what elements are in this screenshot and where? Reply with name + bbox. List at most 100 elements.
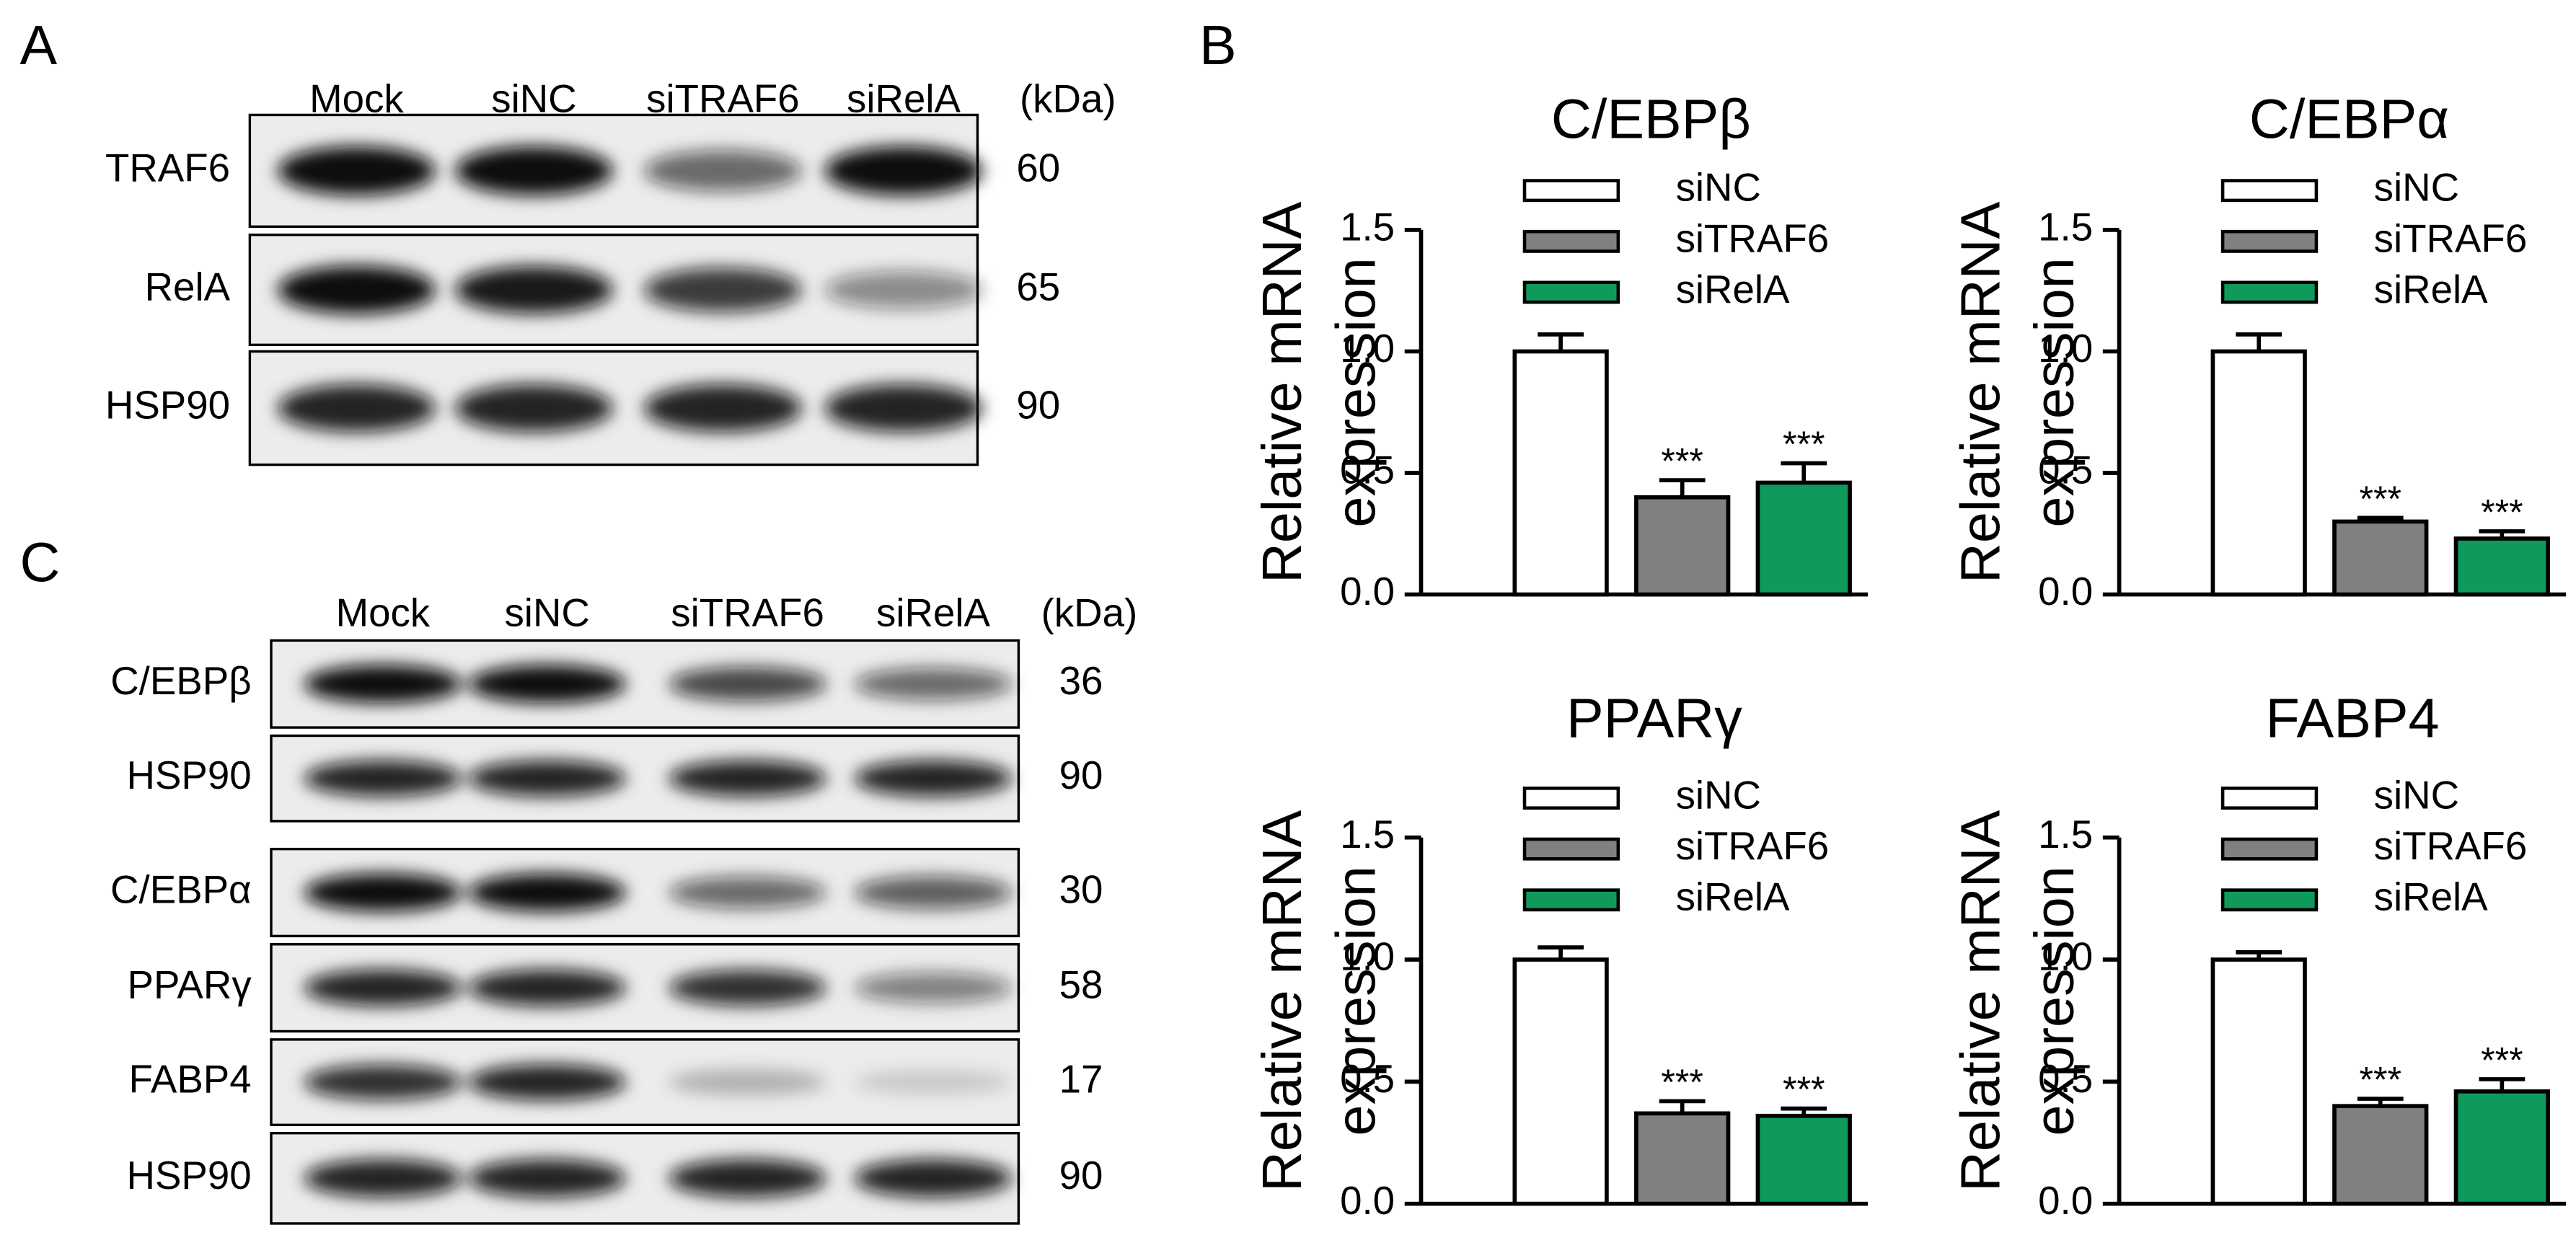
bands	[278, 265, 983, 314]
y-axis-label: expression	[2024, 257, 2086, 527]
y-tick-label: 1.0	[1340, 327, 1395, 371]
band	[304, 760, 462, 797]
y-tick-label: 1.0	[2038, 934, 2093, 978]
band	[455, 146, 613, 195]
legend-label: siNC	[1676, 773, 1761, 817]
chart-title: C/EBPα	[2249, 88, 2449, 150]
y-tick-label: 0.5	[1340, 448, 1395, 492]
kda-label: 30	[1059, 867, 1103, 911]
legend-label: siRelA	[2374, 875, 2488, 919]
kda-label: 17	[1059, 1058, 1103, 1102]
significance: ***	[1783, 1069, 1825, 1110]
bar	[1512, 957, 1609, 1206]
y-axis-label: expression	[2024, 866, 2086, 1135]
bands	[304, 760, 1013, 797]
bar	[1634, 1111, 1731, 1206]
lane-label: siRelA	[847, 77, 961, 121]
significance: ***	[2481, 1040, 2523, 1080]
legend-swatch	[2220, 787, 2319, 810]
chart-title: PPARγ	[1566, 688, 1742, 750]
legend-label: siTRAF6	[1676, 824, 1830, 868]
band	[304, 969, 462, 1006]
kda-label: 58	[1059, 963, 1103, 1007]
band	[824, 270, 983, 309]
y-tick-label: 1.0	[2038, 327, 2093, 371]
lane-label: Mock	[336, 591, 431, 635]
band	[468, 665, 627, 704]
band	[468, 969, 627, 1006]
bands	[304, 1064, 1013, 1101]
legend-label: siNC	[2374, 773, 2459, 817]
significance: ***	[2360, 1060, 2402, 1100]
lane-label: siTRAF6	[646, 77, 800, 121]
legend-label: siTRAF6	[1676, 216, 1830, 260]
legend-swatch	[1522, 888, 1620, 912]
legend-swatch	[1522, 787, 1620, 810]
row-label: PPARγ	[128, 963, 252, 1007]
unit-label: (kDa)	[1041, 591, 1138, 635]
bands	[304, 873, 1013, 912]
y-tick-label: 1.5	[1340, 205, 1395, 249]
legend-label: siRelA	[1676, 875, 1790, 919]
bar	[2453, 536, 2550, 597]
y-tick-label: 1.5	[2038, 813, 2093, 856]
y-tick-label: 1.0	[1340, 934, 1395, 978]
y-tick-label: 1.5	[2038, 205, 2093, 249]
band	[468, 760, 627, 797]
bands	[304, 665, 1013, 704]
band	[824, 146, 983, 195]
kda-label: 65	[1016, 265, 1060, 309]
y-axis-label: expression	[1326, 866, 1388, 1135]
legend-label: siNC	[2374, 166, 2459, 210]
band	[669, 1068, 826, 1096]
y-axis-label: Relative mRNA	[1949, 201, 2011, 583]
band	[278, 146, 436, 195]
band	[669, 666, 826, 701]
kda-label: 90	[1059, 753, 1103, 797]
bar	[1512, 349, 1609, 597]
bands	[304, 1159, 1013, 1197]
kda-label: 90	[1016, 383, 1060, 427]
band	[304, 1064, 462, 1100]
legend-label: siNC	[1676, 166, 1761, 210]
bar	[2332, 1104, 2429, 1206]
y-tick-label: 0.5	[2038, 1057, 2093, 1101]
significance: ***	[2360, 479, 2402, 519]
legend-swatch	[2220, 280, 2319, 304]
band	[824, 384, 983, 433]
y-axis-label: Relative mRNA	[1251, 810, 1313, 1192]
legend-swatch	[2220, 229, 2319, 253]
row-label: C/EBPβ	[110, 659, 251, 703]
legend-label: siRelA	[1676, 267, 1790, 311]
y-axis-label: Relative mRNA	[1949, 810, 2011, 1192]
significance: ***	[1661, 1062, 1703, 1102]
legend-swatch	[2220, 888, 2319, 912]
row-label: HSP90	[126, 1154, 251, 1197]
bands	[278, 384, 983, 433]
bar	[1755, 480, 1852, 597]
panel-label: A	[19, 14, 57, 76]
lane-label: siRelA	[876, 591, 990, 635]
band	[468, 873, 627, 912]
bar	[2210, 349, 2307, 597]
y-tick-label: 1.5	[1340, 813, 1395, 856]
legend-label: siRelA	[2374, 267, 2488, 311]
legend-swatch	[2220, 179, 2319, 203]
bar	[2210, 957, 2307, 1206]
legend-swatch	[1522, 280, 1620, 304]
y-tick-label: 0.0	[2038, 1179, 2093, 1223]
band	[669, 760, 826, 797]
legend-swatch	[1522, 229, 1620, 253]
bar	[1755, 1113, 1852, 1206]
bands	[278, 146, 983, 195]
row-label: FABP4	[129, 1058, 252, 1102]
row-label: C/EBPα	[110, 867, 252, 911]
unit-label: (kDa)	[1020, 77, 1116, 121]
lane-label: siTRAF6	[671, 591, 824, 635]
y-tick-label: 0.5	[2038, 448, 2093, 492]
band	[854, 876, 1013, 909]
band	[669, 1159, 826, 1197]
bands	[304, 969, 1013, 1006]
bar	[2332, 519, 2429, 597]
